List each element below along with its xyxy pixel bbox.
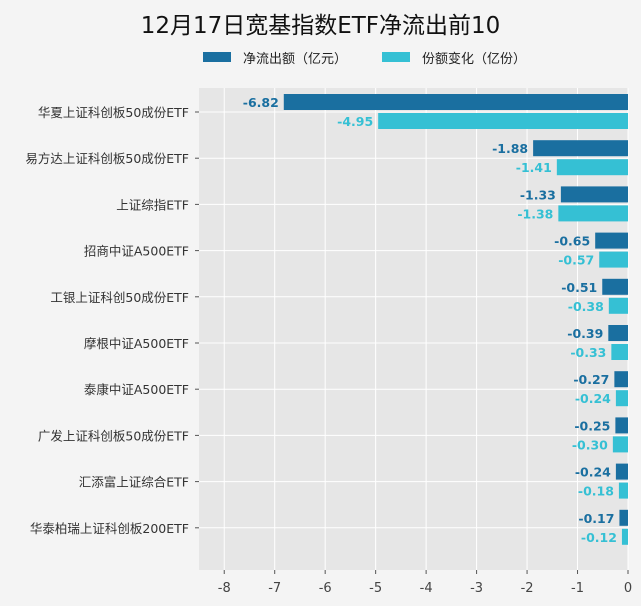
legend-label: 净流出额（亿元） (243, 51, 348, 67)
data-label: -0.30 (572, 437, 608, 452)
bar-share-change (558, 205, 628, 222)
data-label: -0.38 (568, 299, 604, 314)
bar-share-change (612, 436, 628, 453)
legend-swatch (203, 52, 231, 62)
data-label: -0.12 (581, 530, 617, 545)
bar-share-change (378, 113, 628, 129)
y-tick-label: 广发上证科创板50成份ETF (38, 428, 189, 443)
bar-net-outflow (614, 371, 628, 388)
y-tick-label: 招商中证A500ETF (84, 244, 189, 259)
x-tick-label: -7 (268, 581, 281, 596)
data-label: -0.17 (578, 511, 614, 526)
x-tick-label: -3 (470, 581, 483, 596)
data-label: -0.25 (574, 418, 610, 433)
bar-share-change (615, 390, 628, 407)
data-label: -6.82 (243, 95, 279, 110)
data-label: -0.24 (575, 391, 611, 406)
bar-share-change (556, 159, 628, 176)
data-label: -4.95 (337, 114, 373, 129)
data-label: -1.38 (517, 206, 553, 221)
y-tick-label: 华泰柏瑞上证科创板200ETF (30, 521, 189, 536)
y-tick-label: 汇添富上证综合ETF (79, 475, 189, 490)
bar-net-outflow (595, 232, 628, 249)
legend-label: 份额变化（亿份） (422, 51, 527, 67)
bar-net-outflow (615, 463, 628, 480)
bar-share-change (608, 297, 628, 314)
legend-item-net-outflow: 净流出额（亿元） (203, 48, 348, 67)
data-label: -1.88 (492, 141, 528, 156)
x-tick-label: 0 (624, 581, 632, 596)
y-tick-label: 工银上证科创50成份ETF (50, 290, 189, 305)
x-tick-label: -4 (420, 581, 433, 596)
data-label: -0.65 (554, 234, 590, 249)
data-label: -1.33 (520, 187, 556, 202)
data-label: -0.18 (578, 484, 614, 499)
bar-share-change (599, 251, 628, 268)
bar-net-outflow (602, 278, 628, 295)
bar-net-outflow (283, 94, 628, 110)
bar-net-outflow (619, 509, 628, 526)
x-tick-label: -2 (521, 581, 534, 596)
legend-item-share-change: 份额变化（亿份） (382, 48, 527, 67)
bar-net-outflow (533, 140, 628, 157)
y-tick-label: 摩根中证A500ETF (84, 336, 189, 351)
y-tick-label: 上证综指ETF (116, 197, 189, 212)
data-label: -0.57 (558, 253, 594, 268)
bar-share-change (611, 344, 628, 360)
bar-net-outflow (608, 325, 628, 341)
chart-title: 12月17日宽基指数ETF净流出前10 (140, 13, 501, 39)
bar-net-outflow (560, 186, 628, 203)
data-label: -0.24 (575, 465, 611, 480)
y-tick-label: 华夏上证科创板50成份ETF (38, 105, 189, 120)
y-tick-label: 泰康中证A500ETF (84, 382, 189, 397)
data-label: -1.41 (516, 160, 552, 175)
data-label: -0.27 (573, 372, 609, 387)
data-label: -0.39 (567, 326, 603, 341)
bar-share-change (618, 482, 628, 499)
x-tick-label: -6 (319, 581, 332, 596)
data-label: -0.33 (570, 345, 606, 360)
bar-share-change (621, 528, 628, 545)
legend-swatch (382, 52, 410, 62)
x-tick-label: -8 (218, 581, 231, 596)
bar-net-outflow (615, 417, 628, 434)
data-label: -0.51 (561, 280, 597, 295)
y-tick-label: 易方达上证科创板50成份ETF (25, 151, 189, 166)
x-tick-label: -1 (571, 581, 584, 596)
x-tick-label: -5 (369, 581, 382, 596)
plot-area (199, 88, 628, 570)
